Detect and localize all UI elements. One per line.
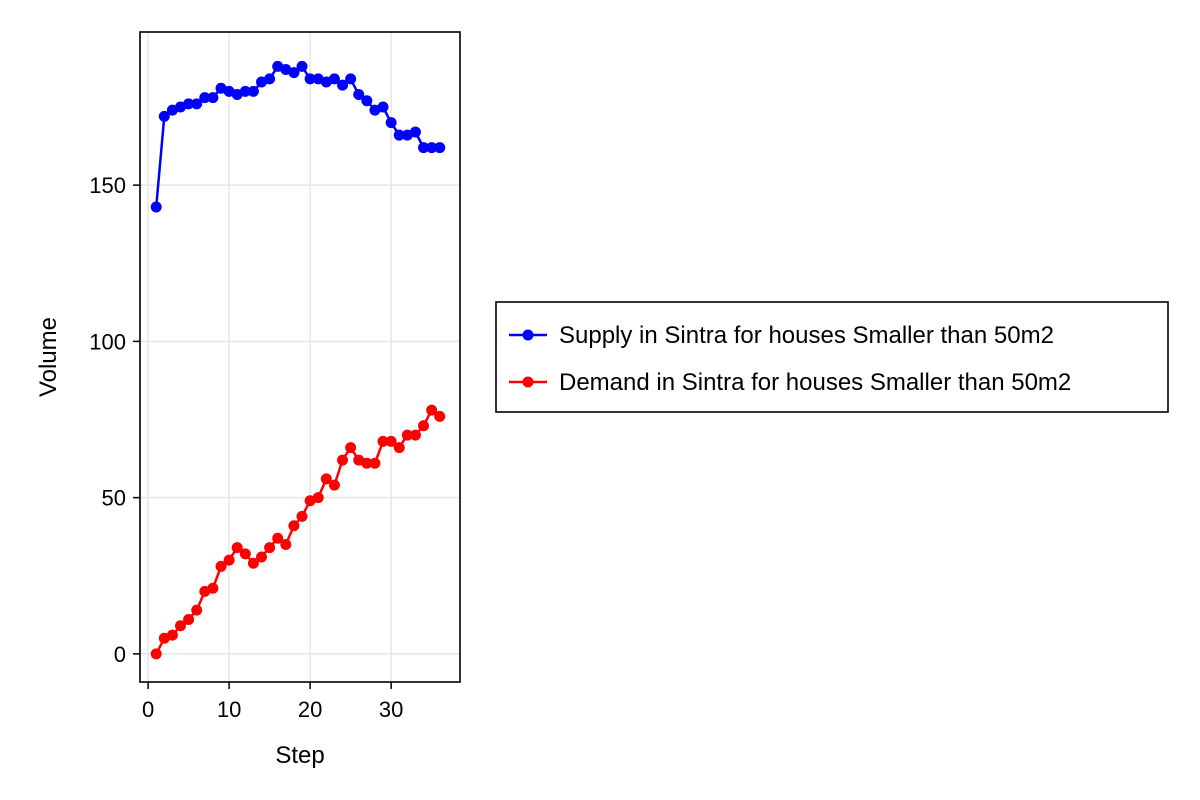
data-point xyxy=(215,560,227,572)
series-1 xyxy=(150,404,446,660)
data-point xyxy=(247,85,259,97)
data-point xyxy=(369,457,381,469)
data-point xyxy=(337,454,349,466)
data-point xyxy=(175,620,187,632)
data-point xyxy=(345,73,357,85)
data-point xyxy=(409,126,421,138)
series-0 xyxy=(150,60,446,213)
data-point xyxy=(239,85,251,97)
data-point xyxy=(426,404,438,416)
y-tick-label: 150 xyxy=(89,173,126,198)
y-axis: 0 50 100 150 xyxy=(89,173,140,667)
data-point xyxy=(409,429,421,441)
data-point xyxy=(385,435,397,447)
data-point xyxy=(150,648,162,660)
data-point xyxy=(353,89,365,100)
data-point xyxy=(385,117,397,129)
data-point xyxy=(207,582,219,594)
y-tick-label: 100 xyxy=(89,329,126,354)
data-point xyxy=(426,142,438,154)
series-layer xyxy=(150,60,446,660)
data-point xyxy=(264,542,276,554)
y-tick-label: 50 xyxy=(102,486,126,511)
data-point xyxy=(247,557,259,569)
data-point xyxy=(288,67,300,79)
x-axis: 0 10 20 30 xyxy=(142,682,403,722)
data-point xyxy=(207,92,219,104)
data-point xyxy=(345,442,357,454)
data-point xyxy=(191,98,203,110)
data-point xyxy=(183,98,195,110)
legend-marker xyxy=(522,376,534,388)
legend-entry-0: Supply in Sintra for houses Smaller than… xyxy=(509,322,1054,349)
grid-lines xyxy=(140,32,460,682)
data-point xyxy=(296,60,308,72)
x-tick-label: 10 xyxy=(217,697,241,722)
data-point xyxy=(239,548,251,560)
data-point xyxy=(434,142,446,154)
legend-label: Demand in Sintra for houses Smaller than… xyxy=(559,369,1071,396)
legend-box xyxy=(495,301,1169,413)
data-point xyxy=(418,420,430,432)
data-point xyxy=(393,129,405,141)
legend-entry-1: Demand in Sintra for houses Smaller than… xyxy=(509,369,1071,396)
legend-label: Supply in Sintra for houses Smaller than… xyxy=(559,322,1054,349)
data-point xyxy=(231,542,243,554)
data-point xyxy=(312,492,324,504)
data-point xyxy=(361,95,373,107)
data-point xyxy=(377,101,389,113)
plot-frame xyxy=(139,31,461,683)
legend: Supply in Sintra for houses Smaller than… xyxy=(495,301,1169,413)
data-point xyxy=(256,551,268,563)
data-point xyxy=(280,539,292,550)
x-tick-label: 0 xyxy=(142,697,154,722)
data-point xyxy=(418,142,430,154)
data-point xyxy=(272,532,284,544)
data-point xyxy=(337,79,349,91)
y-tick-label: 0 xyxy=(114,642,126,667)
x-axis-label: Step xyxy=(275,742,324,769)
data-point xyxy=(434,410,446,422)
data-point xyxy=(199,92,211,104)
data-point xyxy=(377,435,389,447)
data-point xyxy=(320,473,332,485)
legend-entries: Supply in Sintra for houses Smaller than… xyxy=(509,322,1071,396)
data-point xyxy=(296,510,308,522)
data-point xyxy=(264,73,276,85)
data-point xyxy=(191,604,203,616)
legend-marker xyxy=(522,329,534,341)
data-point xyxy=(150,201,162,213)
data-point xyxy=(223,554,235,566)
data-point xyxy=(166,629,178,641)
data-point xyxy=(401,429,413,441)
data-point xyxy=(393,442,405,454)
data-point xyxy=(183,614,195,625)
data-point xyxy=(328,479,340,491)
x-tick-label: 20 xyxy=(298,697,322,722)
data-point xyxy=(361,457,373,469)
y-axis-label: Volume xyxy=(35,317,62,397)
data-point xyxy=(304,73,316,85)
data-point xyxy=(158,110,170,122)
x-tick-label: 30 xyxy=(379,697,403,722)
data-point xyxy=(328,73,340,85)
data-point xyxy=(288,520,300,532)
